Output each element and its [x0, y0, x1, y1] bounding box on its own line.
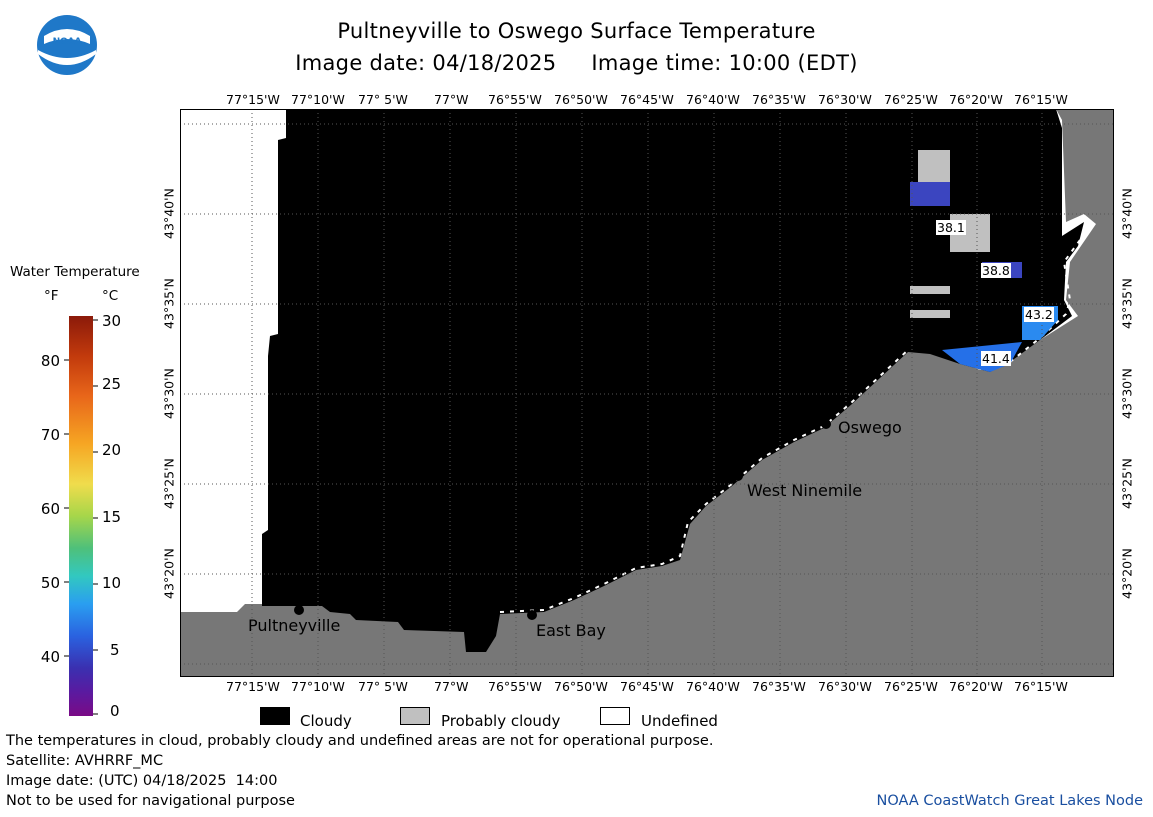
map-frame [180, 109, 1114, 677]
colorbar-c-tick: 30 [102, 312, 122, 330]
colorbar-c-tick: 0 [110, 702, 120, 720]
colorbar-f-tick: 70 [40, 426, 60, 444]
lon-label: 76°45'W [620, 92, 674, 107]
footer-satellite: Satellite: AVHRRF_MC [6, 753, 164, 769]
place-label-east-bay: East Bay [536, 621, 606, 640]
temp-value-label: 43.2 [1024, 307, 1054, 322]
logo-text: NOAA [53, 37, 82, 47]
lon-label: 76°50'W [554, 679, 608, 694]
temp-value-label: 38.8 [981, 263, 1011, 278]
lon-label: 77°10'W [291, 679, 345, 694]
lon-label: 76°55'W [488, 679, 542, 694]
colorbar-f-tick: 50 [40, 574, 60, 592]
footer-nav-warning: Not to be used for navigational purpose [6, 793, 295, 809]
colorbar-unit-c: °C [102, 288, 119, 304]
colorbar-c-tick: 25 [102, 375, 122, 393]
colorbar-c-tick: 15 [102, 508, 122, 526]
legend-label-undefined: Undefined [641, 712, 718, 730]
map-canvas [180, 109, 1114, 677]
lon-label: 76°25'W [884, 679, 938, 694]
map-subtitle: Image date: 04/18/2025 Image time: 10:00… [295, 51, 858, 75]
lon-label: 77°10'W [291, 92, 345, 107]
colorbar-gradient [69, 316, 93, 716]
probably-cloudy-patch [918, 150, 950, 184]
land-area [180, 109, 1114, 677]
footer-note: The temperatures in cloud, probably clou… [6, 733, 714, 749]
lon-label: 77° 5'W [358, 679, 408, 694]
lon-label: 77°W [434, 92, 469, 107]
lon-label: 77°15'W [226, 679, 280, 694]
lat-label-left: 43°25'N [161, 458, 177, 509]
legend-swatch-cloudy [260, 707, 290, 725]
lon-label: 76°30'W [818, 679, 872, 694]
temp-value-label: 38.1 [936, 220, 966, 235]
colorbar-c-tick: 10 [102, 574, 122, 592]
lat-label-right: 43°25'N [1119, 458, 1135, 509]
place-marker [821, 419, 831, 429]
place-marker [733, 471, 743, 481]
temp-value-label: 41.4 [981, 351, 1011, 366]
lat-label-left: 43°35'N [161, 278, 177, 329]
footer-credit: NOAA CoastWatch Great Lakes Node [876, 793, 1143, 809]
lon-label: 76°40'W [686, 679, 740, 694]
lon-label: 76°20'W [949, 92, 1003, 107]
lat-label-right: 43°40'N [1119, 188, 1135, 239]
colorbar-tickmarks [64, 319, 98, 715]
legend-swatch-probably-cloudy [400, 707, 430, 725]
lon-label: 76°35'W [752, 679, 806, 694]
lon-label: 76°55'W [488, 92, 542, 107]
place-label-oswego: Oswego [838, 418, 902, 437]
lat-label-left: 43°40'N [161, 188, 177, 239]
lon-label: 76°40'W [686, 92, 740, 107]
lon-label: 76°20'W [949, 679, 1003, 694]
colorbar-f-tick: 80 [40, 352, 60, 370]
legend-label-probably-cloudy: Probably cloudy [441, 712, 561, 730]
colorbar-title: Water Temperature [10, 264, 140, 280]
graticule [180, 109, 1114, 677]
lon-label: 76°25'W [884, 92, 938, 107]
place-marker [294, 605, 304, 615]
lon-label: 76°30'W [818, 92, 872, 107]
lon-label: 77°W [434, 679, 469, 694]
place-label-west-ninemile: West Ninemile [747, 481, 863, 500]
legend-swatch-undefined [600, 707, 630, 725]
lat-label-right: 43°35'N [1119, 278, 1135, 329]
lon-label: 76°15'W [1014, 679, 1068, 694]
probably-cloudy-patch [910, 310, 950, 318]
longitude-labels-bottom: 77°15'W 77°10'W 77° 5'W 77°W 76°55'W 76°… [0, 679, 1153, 695]
place-label-pultneyville: Pultneyville [248, 616, 341, 635]
colorbar-c-tick: 5 [110, 641, 120, 659]
probably-cloudy-patch [910, 286, 950, 294]
lon-label: 77° 5'W [358, 92, 408, 107]
colorbar-unit-f: °F [44, 288, 59, 304]
lon-label: 76°45'W [620, 679, 674, 694]
noaa-logo: NOAA [37, 15, 97, 75]
lat-label-right: 43°20'N [1119, 548, 1135, 599]
map-title: Pultneyville to Oswego Surface Temperatu… [337, 19, 816, 43]
longitude-labels-top: 77°15'W 77°10'W 77° 5'W 77°W 76°55'W 76°… [0, 92, 1153, 108]
water-temp-patch [910, 182, 950, 206]
colorbar-f-tick: 60 [40, 500, 60, 518]
lon-label: 76°15'W [1014, 92, 1068, 107]
colorbar-f-tick: 40 [40, 648, 60, 666]
lat-label-right: 43°30'N [1119, 368, 1135, 419]
lon-label: 76°35'W [752, 92, 806, 107]
legend-label-cloudy: Cloudy [300, 712, 352, 730]
footer-utc-date: Image date: (UTC) 04/18/2025 14:00 [6, 773, 278, 789]
colorbar-c-tick: 20 [102, 441, 122, 459]
lon-label: 77°15'W [226, 92, 280, 107]
lat-label-left: 43°20'N [161, 548, 177, 599]
place-marker [527, 610, 537, 620]
cloudy-area [262, 109, 1084, 652]
lat-label-left: 43°30'N [161, 368, 177, 419]
lon-label: 76°50'W [554, 92, 608, 107]
